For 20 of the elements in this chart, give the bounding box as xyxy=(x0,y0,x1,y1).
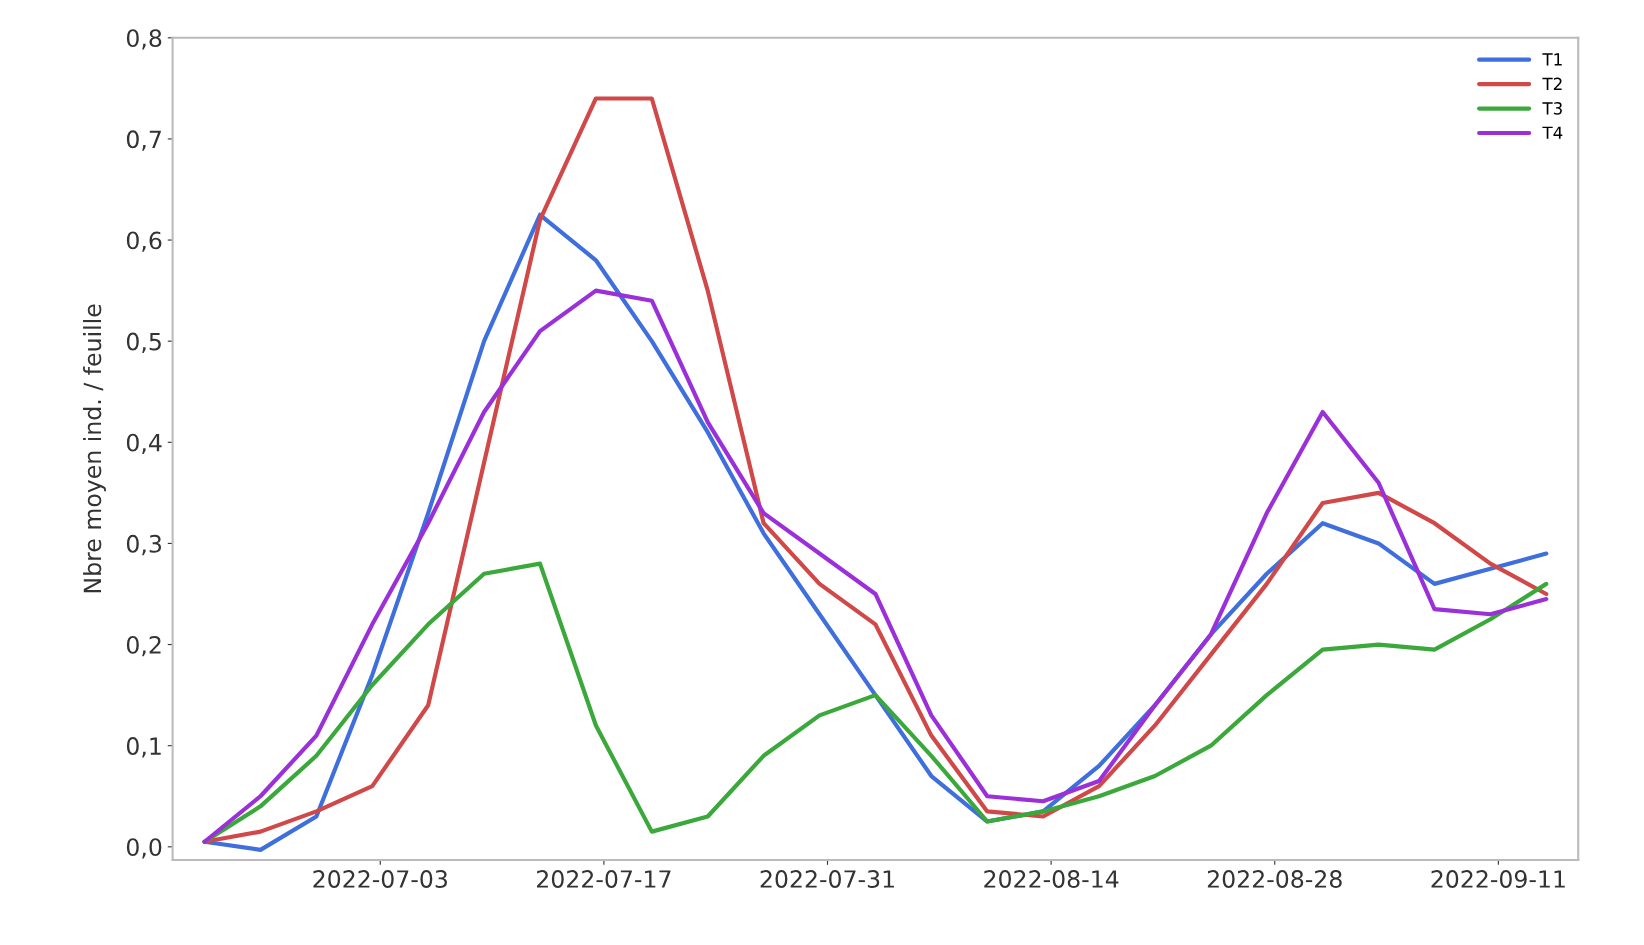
y-axis-title: Nbre moyen ind. / feuille xyxy=(83,304,106,593)
legend-label: T1 xyxy=(1542,53,1562,66)
x-tick-label: 2022-07-17 xyxy=(537,870,671,888)
y-tick-label: 0,2 xyxy=(126,636,161,657)
y-tick-label: 0,6 xyxy=(126,231,162,252)
legend-label: T2 xyxy=(1542,77,1562,90)
x-tick-label: 2022-07-31 xyxy=(760,870,894,888)
x-tick-label: 2022-09-11 xyxy=(1431,870,1565,888)
x-tick-label: 2022-08-28 xyxy=(1207,870,1342,888)
y-tick-label: 0,0 xyxy=(126,838,162,859)
y-tick-label: 0,3 xyxy=(126,534,162,556)
legend-label: T3 xyxy=(1542,102,1562,115)
y-tick-label: 0,7 xyxy=(126,130,161,151)
legend-label: T4 xyxy=(1542,126,1563,139)
y-tick-label: 0,4 xyxy=(126,433,162,455)
x-tick-label: 2022-07-03 xyxy=(313,870,447,888)
x-tick-label: 2022-08-14 xyxy=(984,870,1119,888)
y-tick-label: 0,1 xyxy=(126,737,161,758)
y-tick-label: 0,8 xyxy=(126,29,162,50)
y-tick-label: 0,5 xyxy=(126,332,161,353)
